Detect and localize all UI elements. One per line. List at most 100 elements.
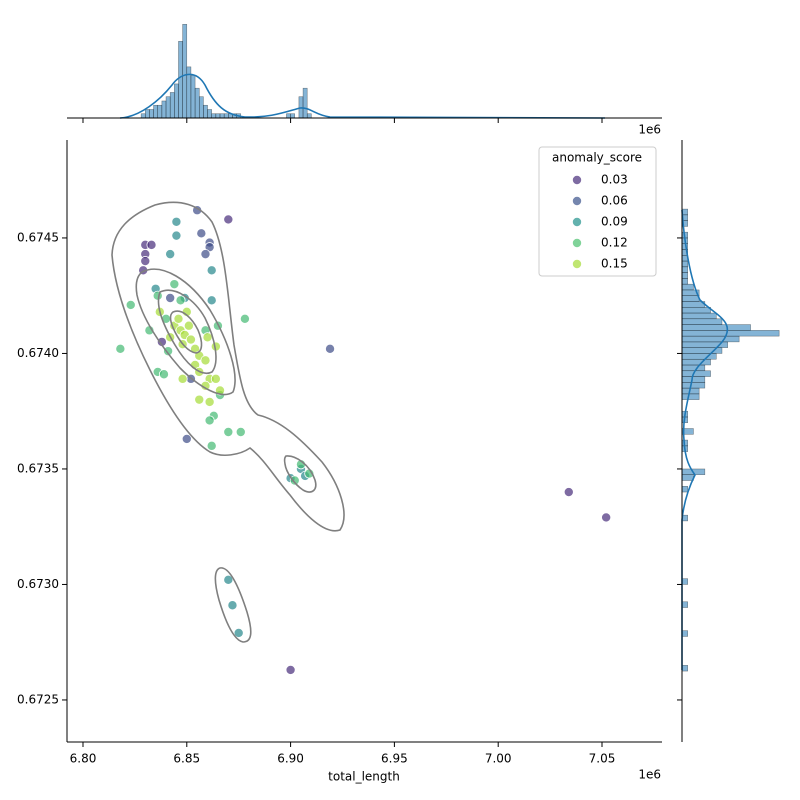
right-hist-bar: [681, 283, 694, 291]
y-tick-label: 0.6740: [17, 346, 59, 360]
scatter-point: [235, 426, 246, 437]
top-hist-bar: [140, 113, 146, 119]
scatter-point: [204, 415, 215, 426]
legend-label: 0.03: [601, 173, 628, 187]
scatter-point: [563, 487, 574, 498]
top-kde-curve: [119, 73, 606, 119]
scatter-point: [181, 433, 192, 444]
x-tick-label: 7.05: [589, 752, 616, 766]
y-tick-label: 0.6745: [17, 230, 59, 244]
scatter-point: [204, 396, 215, 407]
right-hist-bar: [681, 382, 706, 389]
scatter-point: [165, 249, 176, 260]
right-hist-bar: [681, 306, 711, 314]
right-hist-bar: [681, 364, 706, 372]
top-hist-bar: [161, 100, 167, 119]
scatter-point: [227, 600, 238, 611]
scatter-point: [200, 355, 211, 366]
kde-contour: [283, 455, 317, 493]
right-hist-bar: [681, 393, 700, 400]
right-hist-bar: [681, 358, 711, 366]
legend-title: anomaly_score: [552, 151, 642, 165]
top-hist-bar: [194, 87, 200, 119]
scatter-point: [183, 320, 194, 331]
right-hist-bar: [681, 324, 751, 331]
top-hist-bar: [207, 109, 212, 119]
right-hist-bar: [681, 330, 780, 337]
scatter-point: [146, 239, 157, 250]
scatter-point: [158, 369, 169, 380]
top-hist-bar: [286, 113, 291, 119]
legend-box: [538, 146, 657, 277]
legend-marker: [572, 237, 583, 248]
kde-contour: [157, 289, 217, 375]
x-tick-label: 6.90: [277, 752, 304, 766]
scatter-point: [239, 313, 250, 324]
kde-contour: [111, 201, 345, 532]
y-tick-label: 0.6730: [17, 577, 59, 591]
right-hist-bar: [681, 335, 740, 343]
scatter-point: [210, 373, 221, 384]
scatter-point: [206, 295, 217, 306]
top-hist-bar: [223, 113, 229, 119]
kde-contour: [214, 567, 252, 643]
scatter-point: [169, 279, 180, 290]
scatter-point: [206, 265, 217, 276]
top-offset-label: 1e6: [638, 123, 661, 137]
top-hist-bar: [302, 87, 308, 119]
y-tick-label: 0.6735: [17, 461, 59, 475]
right-hist-bar: [681, 312, 717, 320]
scatter-point: [125, 299, 136, 310]
right-hist-bar: [681, 295, 700, 302]
x-axis-label: total_length: [328, 770, 400, 784]
kde-contours: [111, 201, 345, 643]
right-hist-bar: [681, 474, 694, 481]
top-hist-bar: [165, 96, 171, 119]
x-tick-label: 6.80: [70, 752, 97, 766]
right-hist-bar: [681, 266, 688, 273]
scatter-point: [140, 256, 151, 267]
top-hist-bar: [178, 41, 183, 119]
top-hist-bar: [211, 113, 217, 119]
right-hist-bar: [681, 318, 723, 325]
scatter-point: [171, 216, 182, 227]
scatter-point: [171, 230, 182, 241]
scatter-point: [233, 627, 244, 638]
legend-marker: [572, 216, 583, 227]
right-hist-bar: [681, 630, 688, 637]
top-hist-bar: [203, 104, 208, 119]
legend-label: 0.09: [601, 215, 628, 229]
top-hist-bar: [290, 113, 295, 119]
legend-label: 0.15: [601, 257, 628, 271]
scatter-point: [285, 664, 296, 675]
top-hist-bar: [306, 113, 312, 119]
scatter-point: [165, 293, 176, 304]
top-hist-bar: [190, 75, 196, 119]
top-hist-bar: [153, 104, 158, 119]
y-tick-label: 0.6725: [17, 692, 59, 706]
scatter-point: [200, 249, 211, 260]
x-tick-label: 7.00: [485, 752, 512, 766]
top-hist-bar: [145, 109, 150, 119]
top-hist-bar: [219, 113, 225, 119]
scatter-point: [601, 512, 612, 523]
right-hist-bar: [681, 272, 688, 279]
top-hist-bar: [149, 109, 154, 119]
right-hist-bar: [681, 376, 706, 383]
axes: total_length 1e6 1e6 6.80 6.85 6.90 6.95 7.0…: [17, 117, 683, 784]
legend-label: 0.12: [601, 236, 628, 250]
right-hist-bar: [681, 578, 688, 585]
right-hist-bar: [681, 601, 688, 608]
right-hist-bar: [681, 486, 688, 493]
scatter-point: [173, 313, 184, 324]
right-hist-bar: [681, 370, 711, 377]
x-tick-label: 6.95: [381, 752, 408, 766]
scatter-point: [223, 574, 234, 585]
x-offset-label: 1e6: [638, 768, 661, 782]
top-hist-bar: [182, 24, 188, 119]
top-hist-bar: [174, 83, 179, 119]
scatter-point: [202, 332, 213, 343]
scatter-point: [223, 426, 234, 437]
x-tick-label: 6.85: [173, 752, 200, 766]
